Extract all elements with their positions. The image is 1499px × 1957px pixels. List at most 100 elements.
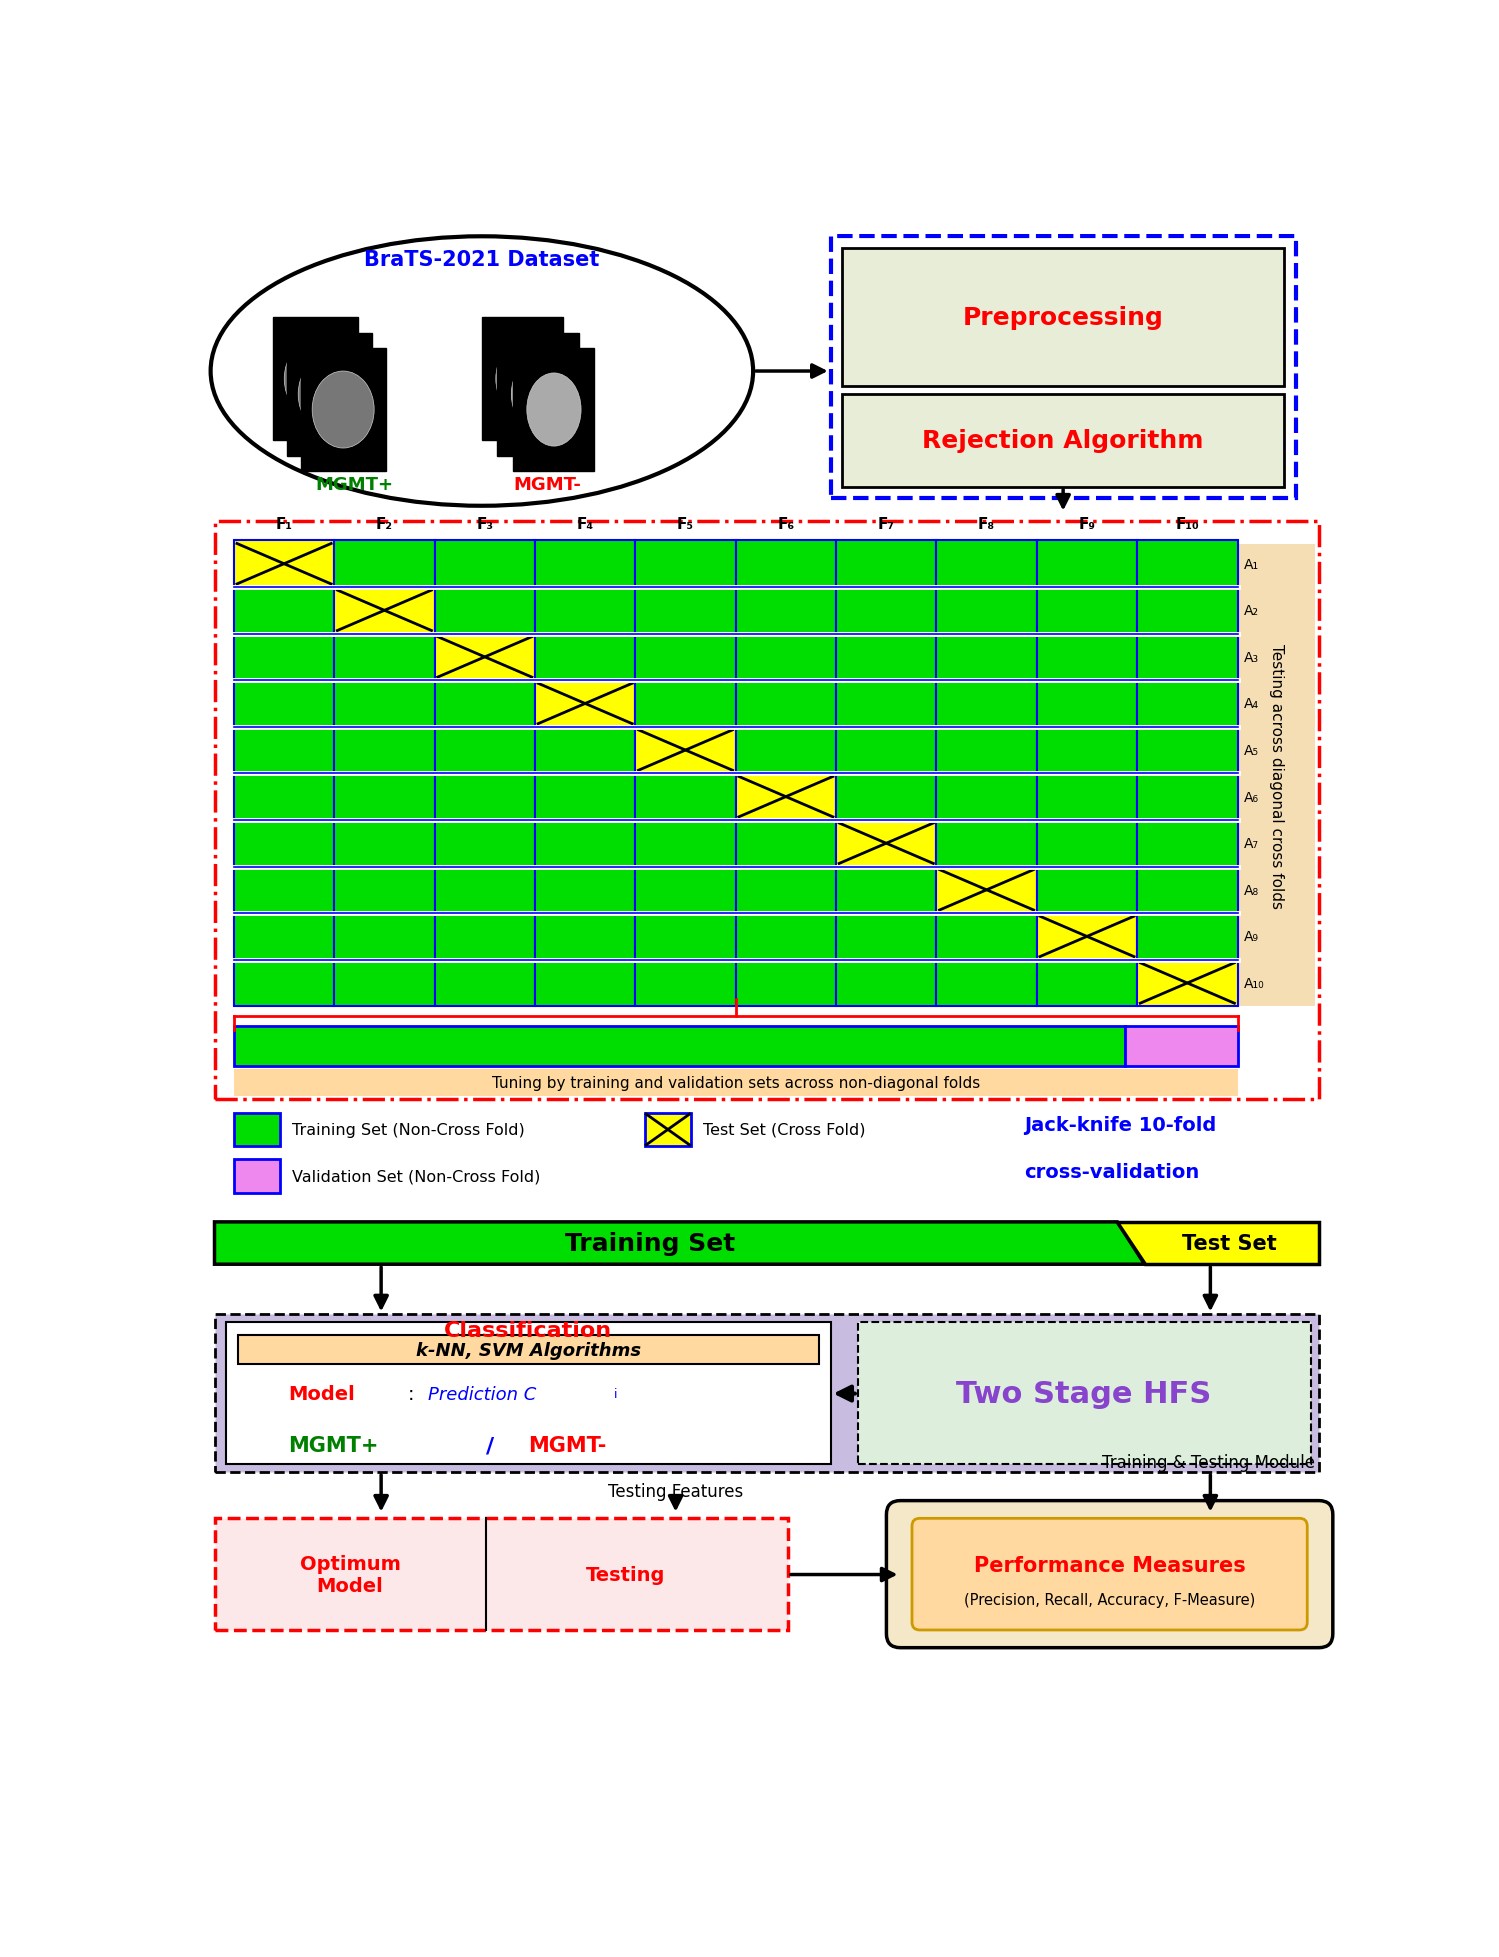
FancyBboxPatch shape xyxy=(234,820,334,867)
FancyBboxPatch shape xyxy=(1138,867,1238,914)
Text: A₅: A₅ xyxy=(1244,744,1259,757)
FancyBboxPatch shape xyxy=(234,542,334,587)
FancyBboxPatch shape xyxy=(535,773,636,820)
FancyBboxPatch shape xyxy=(836,587,937,634)
FancyBboxPatch shape xyxy=(234,1114,280,1147)
FancyBboxPatch shape xyxy=(234,681,334,728)
FancyBboxPatch shape xyxy=(226,1323,830,1464)
FancyBboxPatch shape xyxy=(334,820,435,867)
FancyBboxPatch shape xyxy=(836,961,937,1006)
Text: /: / xyxy=(486,1434,493,1456)
FancyBboxPatch shape xyxy=(535,867,636,914)
FancyBboxPatch shape xyxy=(1037,867,1138,914)
FancyBboxPatch shape xyxy=(911,1519,1307,1630)
FancyBboxPatch shape xyxy=(736,961,836,1006)
Text: Validation Set (Non-Cross Fold): Validation Set (Non-Cross Fold) xyxy=(292,1168,540,1184)
Text: k-NN, SVM Algorithms: k-NN, SVM Algorithms xyxy=(415,1341,642,1358)
FancyBboxPatch shape xyxy=(535,587,636,634)
Text: Training Set (Non-Cross Fold): Training Set (Non-Cross Fold) xyxy=(292,1123,525,1137)
Text: Rejection Algorithm: Rejection Algorithm xyxy=(922,429,1204,454)
Text: A₃: A₃ xyxy=(1244,650,1259,665)
FancyBboxPatch shape xyxy=(886,1501,1333,1648)
FancyBboxPatch shape xyxy=(937,587,1037,634)
FancyBboxPatch shape xyxy=(636,914,736,961)
Text: A₁: A₁ xyxy=(1244,558,1259,571)
Text: BraTS-2021 Dataset: BraTS-2021 Dataset xyxy=(364,250,600,270)
FancyBboxPatch shape xyxy=(1138,587,1238,634)
Text: F₄: F₄ xyxy=(577,517,594,532)
FancyBboxPatch shape xyxy=(937,961,1037,1006)
Text: F₃: F₃ xyxy=(477,517,493,532)
FancyBboxPatch shape xyxy=(736,587,836,634)
Text: (Precision, Recall, Accuracy, F-Measure): (Precision, Recall, Accuracy, F-Measure) xyxy=(964,1591,1255,1607)
FancyBboxPatch shape xyxy=(937,773,1037,820)
Text: F₉: F₉ xyxy=(1078,517,1096,532)
Text: F₁: F₁ xyxy=(276,517,292,532)
Text: Classification: Classification xyxy=(444,1319,613,1341)
FancyBboxPatch shape xyxy=(498,333,579,456)
Text: Preprocessing: Preprocessing xyxy=(962,305,1163,331)
Text: :: : xyxy=(408,1384,421,1403)
Text: A₁₀: A₁₀ xyxy=(1244,977,1264,990)
FancyBboxPatch shape xyxy=(234,634,334,681)
FancyBboxPatch shape xyxy=(435,542,535,587)
FancyBboxPatch shape xyxy=(435,961,535,1006)
FancyBboxPatch shape xyxy=(300,348,385,472)
FancyBboxPatch shape xyxy=(334,728,435,773)
FancyBboxPatch shape xyxy=(435,914,535,961)
FancyBboxPatch shape xyxy=(645,1114,691,1147)
Text: Testing Features: Testing Features xyxy=(609,1483,744,1501)
FancyBboxPatch shape xyxy=(214,1519,788,1630)
FancyBboxPatch shape xyxy=(334,914,435,961)
FancyBboxPatch shape xyxy=(1037,542,1138,587)
FancyBboxPatch shape xyxy=(636,681,736,728)
FancyBboxPatch shape xyxy=(334,587,435,634)
FancyBboxPatch shape xyxy=(736,867,836,914)
FancyBboxPatch shape xyxy=(286,333,372,456)
Text: Training Set: Training Set xyxy=(565,1231,736,1254)
FancyBboxPatch shape xyxy=(234,728,334,773)
FancyBboxPatch shape xyxy=(1138,634,1238,681)
FancyBboxPatch shape xyxy=(836,681,937,728)
FancyBboxPatch shape xyxy=(636,773,736,820)
Text: A₂: A₂ xyxy=(1244,605,1259,618)
FancyBboxPatch shape xyxy=(736,820,836,867)
Text: F₈: F₈ xyxy=(977,517,995,532)
FancyBboxPatch shape xyxy=(273,317,358,440)
Text: Training & Testing Module: Training & Testing Module xyxy=(1102,1452,1315,1472)
FancyBboxPatch shape xyxy=(636,820,736,867)
FancyBboxPatch shape xyxy=(836,867,937,914)
FancyBboxPatch shape xyxy=(334,961,435,1006)
FancyBboxPatch shape xyxy=(334,867,435,914)
FancyBboxPatch shape xyxy=(836,542,937,587)
FancyBboxPatch shape xyxy=(636,728,736,773)
FancyBboxPatch shape xyxy=(535,542,636,587)
FancyBboxPatch shape xyxy=(937,634,1037,681)
Text: cross-validation: cross-validation xyxy=(1024,1162,1199,1180)
FancyBboxPatch shape xyxy=(1238,544,1315,1006)
FancyBboxPatch shape xyxy=(234,1159,280,1194)
Text: F₂: F₂ xyxy=(376,517,393,532)
Ellipse shape xyxy=(298,356,360,432)
FancyBboxPatch shape xyxy=(535,914,636,961)
FancyBboxPatch shape xyxy=(435,728,535,773)
FancyBboxPatch shape xyxy=(238,1335,818,1364)
FancyBboxPatch shape xyxy=(535,728,636,773)
Text: i: i xyxy=(613,1388,618,1399)
FancyBboxPatch shape xyxy=(937,542,1037,587)
FancyBboxPatch shape xyxy=(1138,914,1238,961)
FancyBboxPatch shape xyxy=(535,634,636,681)
Text: A₉: A₉ xyxy=(1244,930,1259,943)
FancyBboxPatch shape xyxy=(435,820,535,867)
FancyBboxPatch shape xyxy=(214,1315,1319,1472)
FancyBboxPatch shape xyxy=(1037,914,1138,961)
Ellipse shape xyxy=(211,237,752,507)
FancyBboxPatch shape xyxy=(842,249,1285,387)
FancyBboxPatch shape xyxy=(836,820,937,867)
FancyBboxPatch shape xyxy=(535,820,636,867)
Text: MGMT+: MGMT+ xyxy=(288,1434,379,1456)
FancyBboxPatch shape xyxy=(636,867,736,914)
Text: Optimum
Model: Optimum Model xyxy=(300,1554,400,1595)
FancyBboxPatch shape xyxy=(234,961,334,1006)
Text: Testing: Testing xyxy=(586,1566,666,1585)
